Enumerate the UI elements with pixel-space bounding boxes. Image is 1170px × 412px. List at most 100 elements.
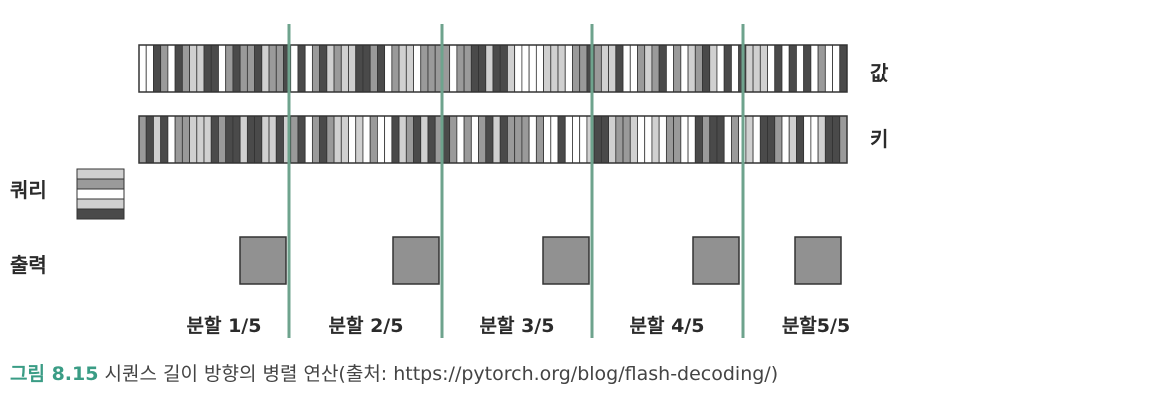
- token-cell: [290, 115, 299, 164]
- token-cell: [622, 44, 631, 93]
- token-cell: [268, 44, 277, 93]
- token-cell: [579, 44, 588, 93]
- token-cell: [232, 115, 241, 164]
- token-cell: [153, 115, 162, 164]
- split-labels: 분할 1/5 분할 2/5 분할 3/5 분할 4/5 분할5/5: [187, 314, 851, 337]
- token-cell: [463, 115, 472, 164]
- token-cell: [507, 44, 516, 93]
- token-cell: [723, 44, 732, 93]
- output-blocks: [239, 236, 842, 285]
- split-dividers: [287, 24, 745, 338]
- token-cell: [543, 44, 552, 93]
- split-attention-diagram: 값 키 쿼리 출력 분할 1/5 분할 2/5 분할 3/5 분할 4/5 분할…: [10, 24, 889, 338]
- token-cell: [485, 115, 494, 164]
- token-cell: [759, 44, 768, 93]
- token-cell: [767, 44, 776, 93]
- token-cell: [210, 115, 219, 164]
- token-cell: [694, 115, 703, 164]
- token-cell: [658, 115, 667, 164]
- token-cell: [167, 115, 176, 164]
- token-cell: [608, 44, 617, 93]
- token-cell: [709, 44, 718, 93]
- token-cell: [550, 44, 559, 93]
- token-cell: [803, 115, 812, 164]
- token-cell: [572, 115, 581, 164]
- token-cell: [478, 44, 487, 93]
- token-cell: [304, 44, 313, 93]
- token-cell: [796, 44, 805, 93]
- token-cell: [384, 44, 393, 93]
- token-cell: [817, 44, 826, 93]
- token-cell: [752, 44, 761, 93]
- token-cell: [189, 44, 198, 93]
- token-cell: [687, 44, 696, 93]
- token-cell: [225, 44, 234, 93]
- output-block-4: [692, 236, 740, 285]
- token-cell: [694, 44, 703, 93]
- token-cell: [803, 44, 812, 93]
- token-cell: [637, 115, 646, 164]
- token-cell: [535, 115, 544, 164]
- token-cell: [420, 115, 429, 164]
- token-cell: [600, 44, 609, 93]
- output-block-2: [392, 236, 440, 285]
- token-cell: [572, 44, 581, 93]
- token-cell: [210, 44, 219, 93]
- token-cell: [810, 44, 819, 93]
- token-cell: [246, 44, 255, 93]
- token-cell: [600, 115, 609, 164]
- token-cell: [492, 115, 501, 164]
- token-cell: [702, 115, 711, 164]
- output-label: 출력: [10, 253, 47, 277]
- token-cell: [644, 115, 653, 164]
- token-cell: [470, 115, 479, 164]
- token-cell: [629, 115, 638, 164]
- token-cell: [456, 44, 465, 93]
- split-label-2: 분할 2/5: [329, 314, 404, 337]
- token-cell: [731, 115, 740, 164]
- token-cell: [543, 115, 552, 164]
- token-cell: [629, 44, 638, 93]
- values-strip: [138, 44, 848, 93]
- token-cell: [413, 115, 422, 164]
- figure-caption: 그림 8.15 시퀀스 길이 방향의 병렬 연산(출처: https://pyt…: [10, 359, 1160, 386]
- token-cell: [781, 115, 790, 164]
- token-cell: [145, 115, 154, 164]
- token-cell: [225, 115, 234, 164]
- token-cell: [832, 115, 841, 164]
- token-cell: [615, 44, 624, 93]
- token-cell: [340, 115, 349, 164]
- split-label-4: 분할 4/5: [630, 314, 705, 337]
- token-cell: [665, 115, 675, 164]
- token-cell: [275, 115, 284, 164]
- token-cell: [333, 115, 342, 164]
- token-cell: [427, 44, 436, 93]
- token-cell: [470, 44, 479, 93]
- token-cell: [449, 115, 458, 164]
- token-cell: [442, 115, 451, 164]
- token-cell: [174, 115, 183, 164]
- token-cell: [514, 115, 523, 164]
- token-cell: [326, 44, 335, 93]
- token-cell: [427, 115, 436, 164]
- token-cell: [463, 44, 472, 93]
- token-cell: [752, 115, 761, 164]
- token-cell: [398, 115, 407, 164]
- token-cell: [261, 115, 270, 164]
- token-cell: [218, 115, 227, 164]
- token-cell: [218, 44, 227, 93]
- token-cell: [839, 115, 848, 164]
- token-cell: [839, 44, 848, 93]
- keys-label: 키: [870, 127, 888, 151]
- token-cell: [246, 115, 255, 164]
- token-cell: [796, 115, 805, 164]
- token-cell: [456, 115, 465, 164]
- token-cell: [788, 44, 797, 93]
- token-cell: [355, 115, 364, 164]
- split-label-3: 분할 3/5: [480, 314, 555, 337]
- token-cell: [297, 115, 306, 164]
- token-cell: [665, 44, 675, 93]
- split-label-5: 분할5/5: [782, 314, 850, 337]
- token-cell: [759, 115, 768, 164]
- token-cell: [362, 44, 371, 93]
